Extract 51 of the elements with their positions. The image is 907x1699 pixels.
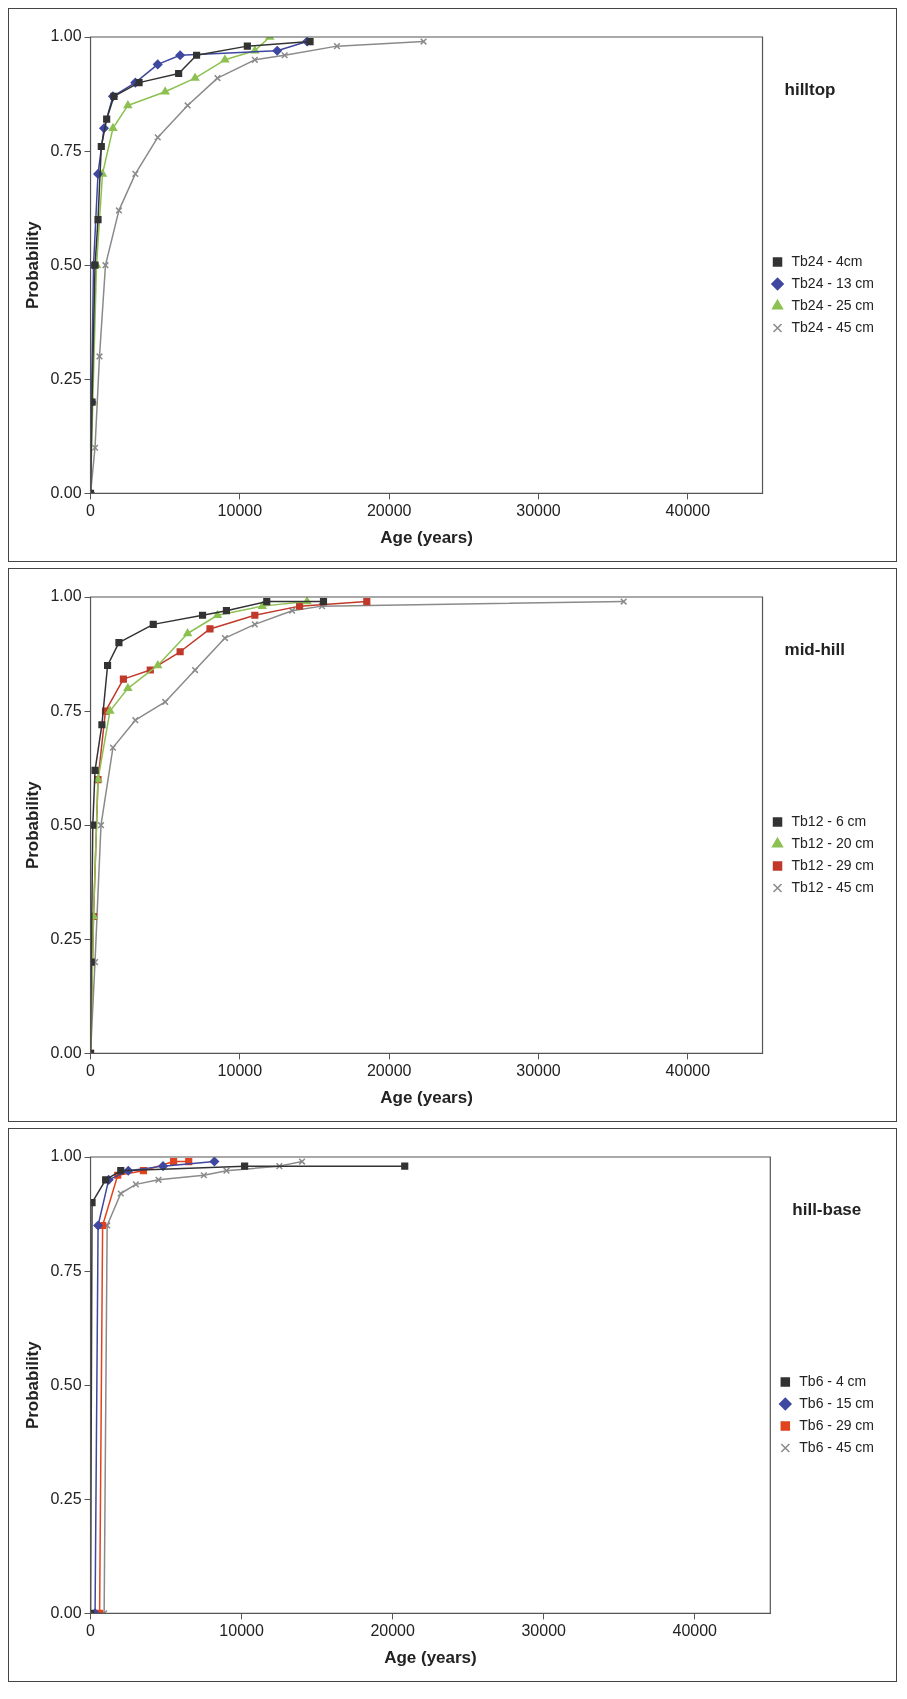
y-tick-label: 1.00	[50, 27, 82, 45]
legend-label: Tb12 - 6 cm	[791, 812, 867, 829]
y-axis-title: Probability	[22, 780, 42, 870]
legend-label: Tb24 - 4cm	[791, 252, 863, 269]
text: mid-hill	[784, 640, 845, 660]
y-tick-label: 0.00	[50, 483, 82, 501]
legend-label: Tb6 - 4 cm	[799, 1372, 867, 1389]
legend-label: Tb6 - 15 cm	[799, 1394, 875, 1411]
x-axis-title: Age (years)	[380, 528, 473, 548]
y-tick-label: 0.50	[50, 815, 82, 833]
x-axis-title: Age (years)	[380, 1088, 473, 1108]
x-tick-label: 20000	[370, 1622, 415, 1640]
y-tick-label: 1.00	[50, 1147, 82, 1165]
y-tick-label: 0.00	[50, 1043, 82, 1061]
y-axis-title: Probability	[22, 220, 42, 310]
x-tick-label: 0	[86, 1062, 96, 1080]
legend-label: Tb24 - 45 cm	[791, 318, 875, 335]
y-tick-label: 0.75	[50, 1261, 82, 1279]
y-tick-label: 0.25	[50, 929, 82, 947]
x-tick-label: 0	[86, 1622, 96, 1640]
legend-label: Tb24 - 13 cm	[791, 274, 875, 291]
x-tick-label: 10000	[217, 502, 263, 520]
x-tick-label: 40000	[672, 1622, 718, 1640]
legend-label: Tb12 - 20 cm	[791, 834, 875, 851]
x-tick-label: 30000	[521, 1622, 567, 1640]
y-tick-label: 0.00	[50, 1603, 82, 1621]
y-axis-title: Probability	[22, 1340, 42, 1430]
x-tick-label: 10000	[217, 1062, 263, 1080]
legend-label: Tb6 - 29 cm	[799, 1416, 875, 1433]
x-axis-title: Age (years)	[384, 1648, 477, 1668]
y-tick-label: 1.00	[50, 587, 82, 605]
legend-label: Tb24 - 25 cm	[791, 296, 875, 313]
legend-label: Tb12 - 45 cm	[791, 878, 875, 895]
legend-label: Tb12 - 29 cm	[791, 856, 875, 873]
y-tick-label: 0.25	[50, 1489, 82, 1507]
x-tick-label: 10000	[219, 1622, 264, 1640]
y-tick-label: 0.75	[50, 701, 82, 719]
x-tick-label: 0	[86, 502, 96, 520]
x-tick-label: 40000	[665, 1062, 711, 1080]
y-tick-label: 0.50	[50, 255, 82, 273]
x-tick-label: 20000	[366, 502, 412, 520]
text: hilltop	[784, 80, 836, 100]
x-tick-label: 40000	[665, 502, 711, 520]
y-tick-label: 0.25	[50, 369, 82, 387]
y-tick-label: 0.50	[50, 1375, 82, 1393]
x-tick-label: 30000	[516, 502, 561, 520]
legend-label: Tb6 - 45 cm	[799, 1438, 875, 1455]
x-tick-label: 20000	[366, 1062, 412, 1080]
y-tick-label: 0.75	[50, 141, 82, 159]
x-tick-label: 30000	[516, 1062, 561, 1080]
text: hill-base	[792, 1200, 862, 1220]
